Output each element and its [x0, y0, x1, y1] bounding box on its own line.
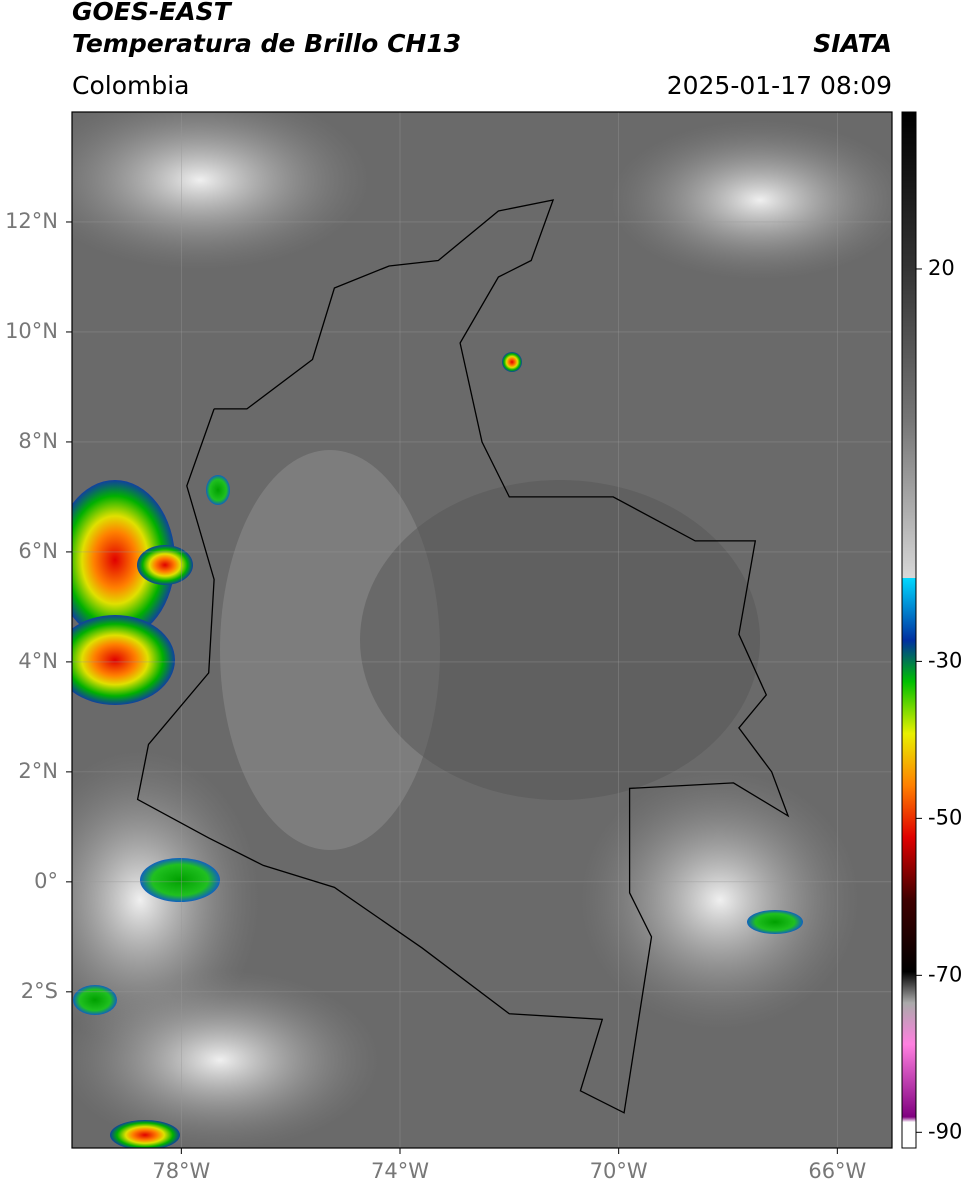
- lat-tick-label: 2°S: [21, 979, 58, 1003]
- storm: [502, 352, 522, 372]
- subtitle: Temperatura de Brillo CH13: [72, 29, 461, 58]
- colorbar-tick-label: -50: [928, 805, 962, 829]
- colorbar-tick-label: 20: [928, 256, 955, 280]
- colorbar: [901, 111, 917, 1149]
- cloud: [220, 450, 440, 850]
- cloud: [72, 112, 370, 270]
- lat-tick-label: 10°N: [5, 319, 58, 343]
- country-border: [136, 199, 790, 1114]
- graticule: [72, 112, 892, 1148]
- cloud: [580, 770, 860, 1030]
- colorbar-tick-label: -70: [928, 962, 962, 986]
- lat-tick-label: 8°N: [18, 429, 58, 453]
- lon-tick-label: 70°W: [590, 1159, 648, 1183]
- lat-tick-label: 0°: [34, 869, 58, 893]
- colorbar-tick-label: -90: [928, 1119, 962, 1143]
- storm: [137, 545, 193, 585]
- storm: [140, 858, 220, 902]
- lat-tick-label: 6°N: [18, 539, 58, 563]
- storm: [72, 615, 175, 705]
- storm: [206, 475, 230, 505]
- lat-tick-label: 12°N: [5, 209, 58, 233]
- storm: [747, 910, 803, 934]
- lat-tick-label: 4°N: [18, 649, 58, 673]
- region: Colombia: [72, 71, 189, 100]
- source: SIATA: [813, 29, 892, 58]
- cloud: [610, 120, 892, 280]
- dry-area: [360, 480, 760, 800]
- satellite-image: [72, 112, 892, 1148]
- storm: [72, 480, 175, 640]
- storm: [73, 985, 117, 1015]
- lon-tick-label: 66°W: [808, 1159, 866, 1183]
- lon-tick-label: 74°W: [371, 1159, 429, 1183]
- title: GOES-EAST: [72, 0, 233, 26]
- cloud: [72, 970, 380, 1148]
- lon-tick-label: 78°W: [152, 1159, 210, 1183]
- map-frame: [71, 111, 893, 1149]
- storm: [110, 1120, 180, 1148]
- datetime: 2025-01-17 08:09: [667, 71, 892, 100]
- lat-tick-label: 2°N: [18, 759, 58, 783]
- colorbar-tick-label: -30: [928, 648, 962, 672]
